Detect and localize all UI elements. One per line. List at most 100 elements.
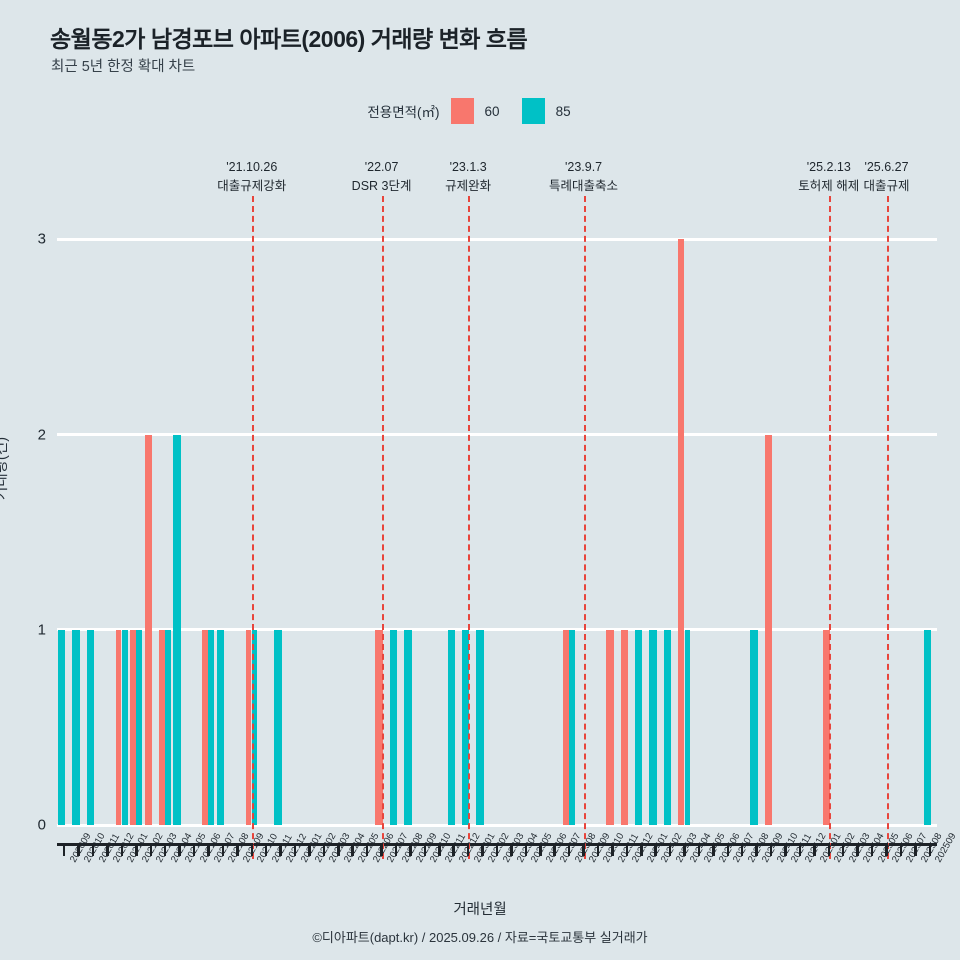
x-axis-tick [495, 843, 499, 856]
bar-85 [389, 629, 398, 825]
bar-60 [764, 434, 773, 825]
y-axis-tick-label: 2 [37, 426, 46, 444]
x-axis-tick [856, 843, 859, 856]
x-axis-tick [308, 843, 311, 856]
event-date: '21.10.26 [226, 160, 278, 174]
bar-85 [404, 629, 412, 825]
page-subtitle: 최근 5년 한정 확대 차트 [51, 59, 196, 75]
bar-60 [202, 629, 208, 825]
bar-85 [216, 629, 225, 825]
x-axis-tick [409, 843, 412, 856]
x-axis-tick [192, 843, 196, 856]
event-label: '25.6.27 대출규제 [863, 158, 909, 197]
x-axis-tick [510, 843, 513, 856]
footer-credit: ©디아파트(dapt.kr) / 2025.09.26 / 자료=국토교통부 실… [312, 930, 648, 945]
x-axis-tick [293, 843, 297, 856]
x-axis-tick [250, 843, 253, 856]
y-axis-tick-label: 3 [37, 230, 46, 248]
event-line [583, 196, 586, 859]
x-axis-tick [91, 843, 95, 856]
x-axis-tick [683, 843, 686, 856]
bar-60 [130, 629, 136, 825]
x-axis-tick [351, 843, 354, 856]
x-axis-tick [178, 843, 181, 856]
bar-85 [251, 629, 258, 825]
event-date: '23.1.3 [449, 160, 487, 174]
x-axis-tick [582, 843, 585, 856]
bar-85 [447, 629, 455, 825]
y-axis-tick-labels: 0 1 2 3 [0, 210, 57, 834]
x-axis-tick [62, 843, 66, 856]
x-axis-tick [423, 843, 427, 856]
legend-swatch-85 [521, 98, 545, 124]
x-axis-tick [611, 843, 614, 856]
y-axis-tick-label: 0 [37, 816, 46, 834]
x-axis-tick [798, 843, 802, 856]
bar-60 [562, 629, 569, 825]
bar-85 [635, 629, 643, 825]
event-text: DSR 3단계 [351, 179, 412, 194]
x-axis-tick [135, 843, 138, 856]
gridline [57, 823, 937, 827]
x-axis-tick [452, 843, 455, 856]
x-axis-tick [740, 843, 744, 856]
bar-85 [86, 629, 95, 825]
gridline [57, 237, 937, 241]
bar-85 [121, 629, 128, 825]
event-line [251, 196, 254, 859]
event-date: '25.6.27 [864, 160, 909, 174]
x-axis-tick [337, 843, 340, 856]
legend-title: 전용면적(㎡) [367, 105, 440, 120]
event-text: 대출규제강화 [217, 179, 287, 194]
x-axis-tick [365, 843, 369, 856]
x-axis-tick [899, 843, 903, 856]
bar-85 [750, 629, 758, 825]
y-axis-title: 거래량(건) [0, 436, 10, 500]
bar-85 [923, 629, 932, 825]
bar-85 [136, 629, 143, 825]
plot-area [57, 210, 937, 827]
x-axis-tick [567, 843, 571, 856]
x-axis-tick [870, 843, 874, 856]
event-date: '25.2.13 [806, 160, 851, 174]
x-axis-tick [466, 843, 470, 856]
x-axis-tick [236, 843, 239, 856]
x-axis-tick [928, 843, 932, 856]
x-axis-tick [625, 843, 629, 856]
event-text: 토허제 해제 [798, 179, 860, 194]
bar-60 [375, 629, 383, 825]
gridline [57, 433, 937, 437]
event-line [886, 196, 889, 859]
x-axis-tick [596, 843, 600, 856]
bar-60 [144, 434, 152, 825]
y-axis-tick-label: 1 [37, 621, 46, 639]
event-text: 대출규제 [863, 179, 910, 194]
x-axis-tick [279, 843, 282, 856]
x-axis-tick [221, 843, 225, 856]
x-axis-tick [755, 843, 758, 856]
event-text: 특례대출축소 [549, 179, 619, 194]
bar-85 [461, 629, 470, 825]
legend-label-85: 85 [555, 103, 571, 119]
bar-60 [606, 629, 614, 825]
bar-85 [476, 629, 484, 825]
x-axis-tick [380, 843, 383, 856]
x-axis-tick [524, 843, 528, 856]
legend-label-60: 60 [484, 103, 500, 119]
x-axis-tick [394, 843, 398, 856]
bar-60 [115, 629, 122, 825]
x-axis-tick [322, 843, 326, 856]
event-date: '22.07 [364, 160, 399, 174]
x-axis-tick [163, 843, 167, 856]
bar-85 [58, 629, 66, 825]
bar-85 [72, 629, 80, 825]
bar-85 [165, 629, 171, 825]
bar-60 [620, 629, 629, 825]
legend-swatch-60 [450, 98, 474, 124]
chart-legend: 전용면적(㎡) 60 85 [0, 98, 960, 124]
x-axis-tick [827, 843, 831, 856]
x-axis-tick [77, 843, 80, 856]
x-axis-tick [712, 843, 715, 856]
event-label: '21.10.26 대출규제강화 [217, 158, 286, 197]
event-label: '25.2.13 토허제 해제 [798, 158, 859, 197]
